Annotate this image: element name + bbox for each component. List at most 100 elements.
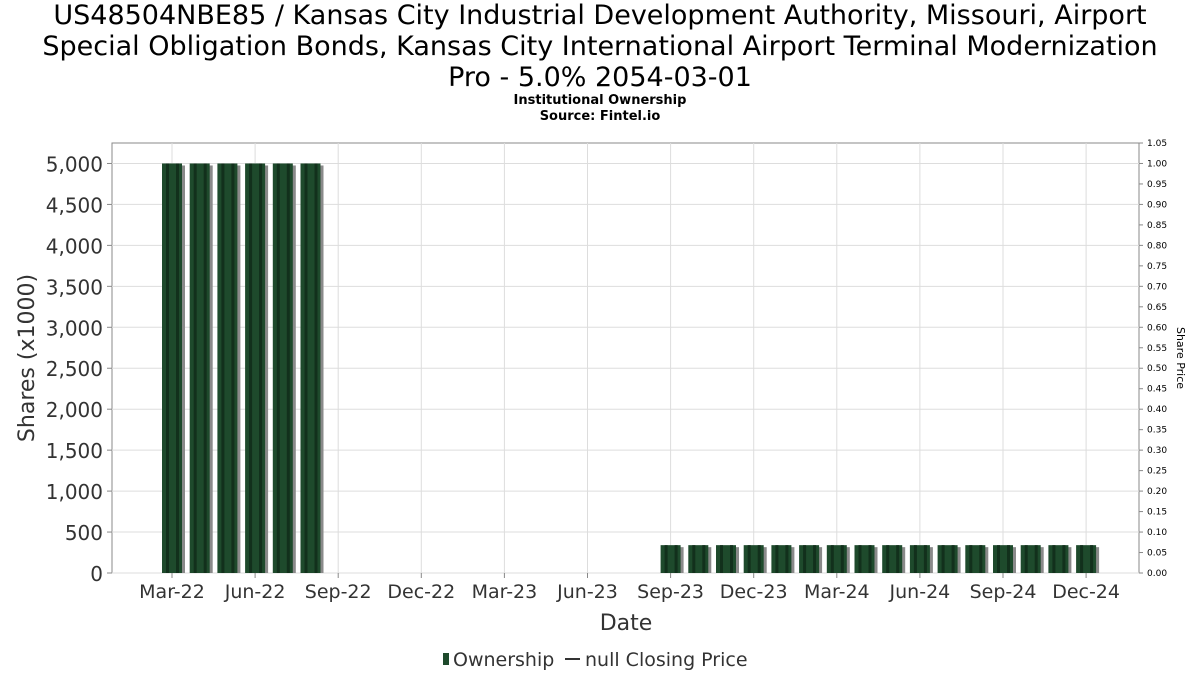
ownership-bar-stripe bbox=[221, 163, 225, 573]
y-tick-label: 3,500 bbox=[46, 275, 103, 299]
ownership-bar-stripe bbox=[803, 545, 807, 573]
bars-layer bbox=[162, 163, 1100, 573]
legend-ownership-swatch bbox=[443, 653, 449, 665]
ownership-bar bbox=[799, 545, 820, 573]
ownership-bar bbox=[854, 545, 875, 573]
y2-tick-label: 0.75 bbox=[1147, 262, 1167, 272]
axes-layer: 0 500 1,000 1,500 2,000 2,500 3,000 3,500 4,000 4… bbox=[46, 139, 1168, 603]
ownership-bar-stripe bbox=[1007, 545, 1010, 573]
ownership-bar bbox=[660, 545, 681, 573]
x-tick-label: Sep-24 bbox=[970, 581, 1037, 603]
ownership-bar bbox=[162, 163, 182, 573]
y2-tick-label: 0.40 bbox=[1147, 405, 1167, 415]
ownership-bar-stripe bbox=[674, 545, 678, 573]
ownership-bar bbox=[1048, 545, 1069, 573]
legend: Ownership null Closing Price bbox=[443, 649, 748, 671]
ownership-bar-stripe bbox=[979, 545, 983, 573]
ownership-bar-stripe bbox=[664, 545, 668, 573]
ownership-bar-stripe bbox=[913, 545, 917, 573]
y2-tick-label: 0.00 bbox=[1147, 569, 1167, 579]
legend-price-label: null Closing Price bbox=[585, 649, 748, 671]
legend-ownership-label: Ownership bbox=[453, 649, 554, 671]
ownership-bar-stripe bbox=[193, 163, 197, 573]
chart-title-line-2: Special Obligation Bonds, Kansas City In… bbox=[42, 31, 1158, 62]
y2-tick-label: 0.90 bbox=[1147, 200, 1167, 210]
ownership-bar bbox=[743, 545, 764, 573]
ownership-bar-stripe bbox=[941, 545, 945, 573]
chart-title-line-1: US48504NBE85 / Kansas City Industrial De… bbox=[53, 0, 1147, 31]
y2-tick-label: 0.60 bbox=[1147, 323, 1167, 333]
x-tick-label: Mar-23 bbox=[472, 581, 538, 603]
ownership-bar-stripe bbox=[868, 545, 872, 573]
y2-tick-label: 0.80 bbox=[1147, 241, 1167, 251]
ownership-bar-stripe bbox=[259, 163, 263, 573]
ownership-bar bbox=[245, 163, 266, 573]
ownership-bar bbox=[1020, 545, 1041, 573]
chart-title-line-3: Pro - 5.0% 2054-03-01 bbox=[448, 62, 752, 93]
y2-tick-label: 0.20 bbox=[1147, 487, 1167, 497]
ownership-bar bbox=[716, 545, 736, 573]
chart-header: US48504NBE85 / Kansas City Industrial De… bbox=[0, 0, 1200, 125]
y2-tick-label: 0.30 bbox=[1147, 446, 1167, 456]
y2-tick-label: 0.25 bbox=[1147, 467, 1167, 477]
ownership-bar bbox=[965, 545, 986, 573]
ownership-bar-stripe bbox=[720, 545, 723, 573]
x-tick-label: Jun-22 bbox=[224, 581, 286, 603]
ownership-bar bbox=[1076, 545, 1097, 573]
ownership-bar-stripe bbox=[858, 545, 862, 573]
ownership-bar-stripe bbox=[166, 163, 169, 573]
ownership-bar-stripe bbox=[314, 163, 318, 573]
y-tick-label: 1,000 bbox=[46, 480, 103, 504]
x-tick-label: Jun-24 bbox=[889, 581, 951, 603]
ownership-bar-stripe bbox=[840, 545, 844, 573]
ownership-bar-stripe bbox=[1080, 545, 1084, 573]
ownership-bar-stripe bbox=[1034, 545, 1038, 573]
ownership-bar-stripe bbox=[969, 545, 973, 573]
chart-source: Source: Fintel.io bbox=[539, 109, 661, 124]
x-tick-label: Mar-24 bbox=[804, 581, 870, 603]
y-tick-label: 2,000 bbox=[46, 398, 103, 422]
y-tick-label: 3,000 bbox=[46, 316, 103, 340]
y-tick-label: 2,500 bbox=[46, 357, 103, 381]
x-tick-label: Dec-22 bbox=[387, 581, 455, 603]
y-tick-label: 5,000 bbox=[46, 152, 103, 176]
x-tick-label: Sep-23 bbox=[637, 581, 704, 603]
ownership-bar bbox=[993, 545, 1013, 573]
y2-tick-label: 0.05 bbox=[1147, 549, 1167, 559]
y-tick-label: 500 bbox=[65, 521, 103, 545]
ownership-bar bbox=[882, 545, 903, 573]
ownership-bar-stripe bbox=[886, 545, 890, 573]
y2-tick-label: 0.45 bbox=[1147, 385, 1167, 395]
ownership-bar-stripe bbox=[1024, 545, 1028, 573]
ownership-bar-stripe bbox=[702, 545, 706, 573]
y2-tick-label: 0.35 bbox=[1147, 426, 1167, 436]
y2-tick-label: 0.85 bbox=[1147, 221, 1167, 231]
y2-tick-label: 0.95 bbox=[1147, 180, 1167, 190]
ownership-bar bbox=[909, 545, 930, 573]
x-axis-label: Date bbox=[600, 611, 653, 636]
ownership-bar-stripe bbox=[231, 163, 235, 573]
ownership-bar-stripe bbox=[951, 545, 955, 573]
x-tick-label: Mar-22 bbox=[139, 581, 205, 603]
y-axis-label: Shares (x1000) bbox=[15, 274, 40, 442]
ownership-bar-stripe bbox=[1090, 545, 1094, 573]
ownership-bar-stripe bbox=[997, 545, 1000, 573]
chart-subtitle: Institutional Ownership bbox=[513, 93, 687, 108]
ownership-bar bbox=[189, 163, 210, 573]
ownership-bar-stripe bbox=[286, 163, 290, 573]
y-tick-label: 4,500 bbox=[46, 193, 103, 217]
y2-axis-label: Share Price bbox=[1174, 327, 1187, 389]
ownership-bar-stripe bbox=[276, 163, 280, 573]
ownership-bar-stripe bbox=[1062, 545, 1066, 573]
ownership-bar-stripe bbox=[775, 545, 779, 573]
ownership-bar-stripe bbox=[203, 163, 207, 573]
ownership-bar bbox=[771, 545, 792, 573]
y2-tick-label: 0.50 bbox=[1147, 364, 1167, 374]
ownership-bar bbox=[688, 545, 709, 573]
y-tick-label: 4,000 bbox=[46, 234, 103, 258]
y-tick-label: 0 bbox=[90, 562, 103, 586]
x-tick-label: Dec-23 bbox=[720, 581, 788, 603]
x-tick-label: Sep-22 bbox=[305, 581, 372, 603]
